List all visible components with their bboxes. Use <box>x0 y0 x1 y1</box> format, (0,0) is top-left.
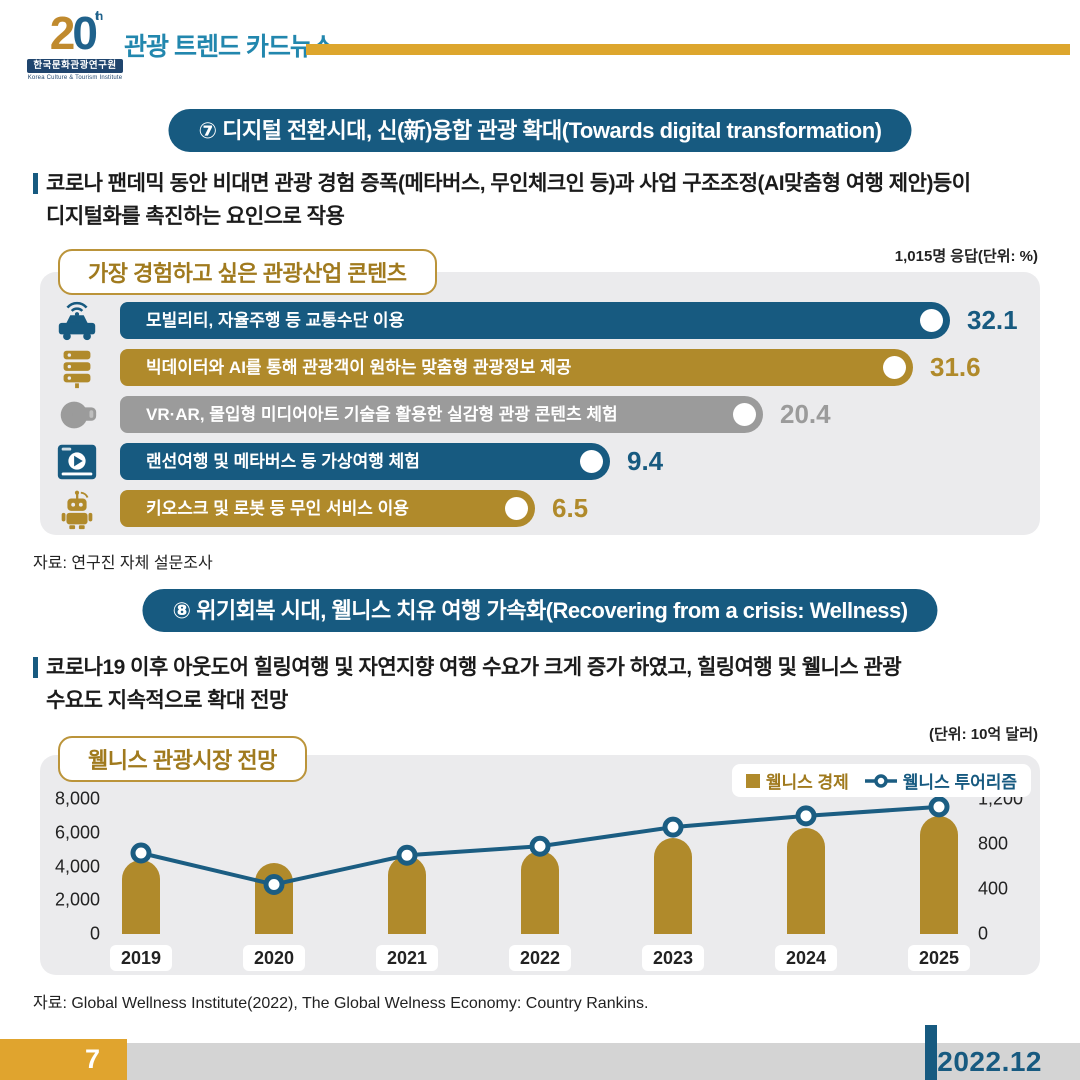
x-axis-year-label: 2023 <box>642 945 704 971</box>
header-gold-rule <box>306 44 1070 55</box>
section7-banner: ⑦ 디지털 전환시대, 신(新)융합 관광 확대(Towards digital… <box>168 109 912 152</box>
big-data-server-icon <box>54 345 100 391</box>
survey-bar-label: 키오스크 및 로봇 등 무인 서비스 이용 <box>146 499 409 518</box>
bar-end-dot <box>733 403 756 426</box>
chart2-plot: 8,000 6,000 4,000 2,000 0 1,200 800 400 0 2019 202… <box>40 755 1040 975</box>
chart2-wellness-combo: 웰니스 경제 웰니스 투어리즘 8,000 6,000 4,000 2,000 0 1,2… <box>40 755 1040 975</box>
survey-bar: VR·AR, 몰입형 미디어아트 기술을 활용한 실감형 관광 콘텐츠 체험 <box>120 396 763 433</box>
wellness-economy-bar <box>122 859 160 934</box>
line-marker <box>263 874 285 895</box>
survey-bar-label: 모빌리티, 자율주행 등 교통수단 이용 <box>146 311 405 330</box>
logo-20-mark: 20th <box>49 7 104 59</box>
survey-bar-row: 빅데이터와 AI를 통해 관광객이 원하는 맞춤형 관광정보 제공 31.6 <box>40 349 1040 389</box>
section7-body: 코로나 팬데믹 동안 비대면 관광 경험 증폭(메타버스, 무인체크인 등)과 … <box>33 167 971 233</box>
section8-body-line2: 수요도 지속적으로 확대 전망 <box>46 689 288 712</box>
survey-bar-label: VR·AR, 몰입형 미디어아트 기술을 활용한 실감형 관광 콘텐츠 체험 <box>146 405 618 424</box>
survey-bar-row: 모빌리티, 자율주행 등 교통수단 이용 32.1 <box>40 301 1040 341</box>
chart2-legend: 웰니스 경제 웰니스 투어리즘 <box>731 764 1031 797</box>
left-axis-tick: 6,000 <box>54 822 100 843</box>
robot-icon <box>54 486 100 532</box>
section7-body-line1: 코로나 팬데믹 동안 비대면 관광 경험 증폭(메타버스, 무인체크인 등)과 … <box>46 172 971 195</box>
page-title: 관광 트렌드 카드뉴스 <box>124 33 335 61</box>
survey-bar-row: 랜선여행 및 메타버스 등 가상여행 체험 9.4 <box>40 443 1040 480</box>
chart2-unit-note: (단위: 10억 달러) <box>928 726 1038 743</box>
logo-th-superscript: th <box>94 9 104 23</box>
right-axis-tick: 400 <box>978 878 1009 899</box>
survey-bar-value: 20.4 <box>780 399 831 429</box>
line-marker <box>928 796 950 818</box>
section8-banner: ⑧ 위기회복 시대, 웰니스 치유 여행 가속화(Recovering from… <box>142 589 938 632</box>
logo-org-korean: 한국문화관광연구원 <box>27 59 123 73</box>
page-number-badge: 7 <box>0 1039 127 1080</box>
kcti-20th-logo: 20th 한국문화관광연구원 Korea Culture & Tourism I… <box>26 10 124 81</box>
respondents-note: 1,015명 응답(단위: %) <box>894 248 1038 265</box>
wellness-economy-bar <box>920 815 958 934</box>
chart1-source: 자료: 연구진 자체 설문조사 <box>33 555 213 572</box>
survey-bar-label: 랜선여행 및 메타버스 등 가상여행 체험 <box>146 452 420 471</box>
chart2-title: 웰니스 관광시장 전망 <box>58 736 307 782</box>
wellness-economy-bar <box>654 837 692 934</box>
x-axis-year-label: 2024 <box>775 945 837 971</box>
x-axis-year-label: 2021 <box>376 945 438 971</box>
section7-body-line2: 디지털화를 촉진하는 요인으로 작용 <box>46 205 345 228</box>
survey-bar: 빅데이터와 AI를 통해 관광객이 원하는 맞춤형 관광정보 제공 <box>120 349 913 386</box>
footer-accent-bar <box>925 1025 937 1080</box>
survey-bar: 랜선여행 및 메타버스 등 가상여행 체험 <box>120 443 610 480</box>
footer-date: 2022.12 <box>937 1046 1042 1077</box>
bar-end-dot <box>580 450 603 473</box>
bar-end-dot <box>505 497 528 520</box>
line-marker <box>529 835 551 857</box>
section8-body-line1: 코로나19 이후 아웃도어 힐링여행 및 자연지향 여행 수요가 크게 증가 하… <box>46 656 902 679</box>
x-axis-year-label: 2025 <box>908 945 970 971</box>
legend-wellness-economy: 웰니스 경제 <box>745 768 849 793</box>
survey-bar-label: 빅데이터와 AI를 통해 관광객이 원하는 맞춤형 관광정보 제공 <box>146 358 572 377</box>
legend-wellness-tourism: 웰니스 투어리즘 <box>864 768 1017 793</box>
bullet-bar <box>33 657 38 678</box>
line-marker-icon <box>864 773 897 788</box>
wellness-tourism-line <box>130 796 950 895</box>
autonomous-car-icon <box>54 298 100 344</box>
left-axis-tick: 0 <box>89 923 100 944</box>
left-axis-tick: 2,000 <box>54 889 100 910</box>
video-player-icon <box>54 439 100 485</box>
x-axis-year-label: 2022 <box>509 945 571 971</box>
right-axis-tick: 0 <box>978 923 989 944</box>
line-marker <box>795 805 817 827</box>
chart1-survey-bars: 모빌리티, 자율주행 등 교통수단 이용 32.1 빅데이터와 AI를 통해 관광객… <box>40 272 1040 535</box>
line-marker <box>396 844 418 866</box>
survey-bar-row: VR·AR, 몰입형 미디어아트 기술을 활용한 실감형 관광 콘텐츠 체험 20… <box>40 396 1040 433</box>
line-marker <box>662 816 684 838</box>
survey-bar-row: 키오스크 및 로봇 등 무인 서비스 이용 6.5 <box>40 490 1040 530</box>
wellness-economy-bar <box>521 851 559 934</box>
wellness-economy-bar <box>388 856 426 934</box>
bar-swatch-icon <box>745 773 760 788</box>
survey-bar-value: 9.4 <box>627 446 664 476</box>
vr-headset-icon <box>54 392 100 438</box>
survey-bar-value: 32.1 <box>967 305 1018 335</box>
right-axis-tick: 800 <box>978 833 1009 854</box>
logo-org-english: Korea Culture & Tourism Institute <box>27 74 123 81</box>
footer-strip <box>0 1043 1080 1080</box>
survey-bar-value: 31.6 <box>930 352 981 382</box>
bullet-bar <box>33 173 38 194</box>
survey-bar: 키오스크 및 로봇 등 무인 서비스 이용 <box>120 490 535 527</box>
survey-bar: 모빌리티, 자율주행 등 교통수단 이용 <box>120 302 950 339</box>
section8-body: 코로나19 이후 아웃도어 힐링여행 및 자연지향 여행 수요가 크게 증가 하… <box>33 651 902 717</box>
bar-end-dot <box>920 309 943 332</box>
wellness-economy-bar <box>787 827 825 934</box>
line-marker <box>130 842 152 864</box>
chart1-title: 가장 경험하고 싶은 관광산업 콘텐츠 <box>58 249 437 295</box>
chart2-source: 자료: Global Wellness Institute(2022), The… <box>33 995 649 1012</box>
left-axis-tick: 8,000 <box>54 788 100 809</box>
x-axis-year-label: 2020 <box>243 945 305 971</box>
left-axis-tick: 4,000 <box>54 856 100 876</box>
survey-bar-value: 6.5 <box>552 493 589 523</box>
x-axis-year-label: 2019 <box>110 945 172 971</box>
bar-end-dot <box>883 356 906 379</box>
